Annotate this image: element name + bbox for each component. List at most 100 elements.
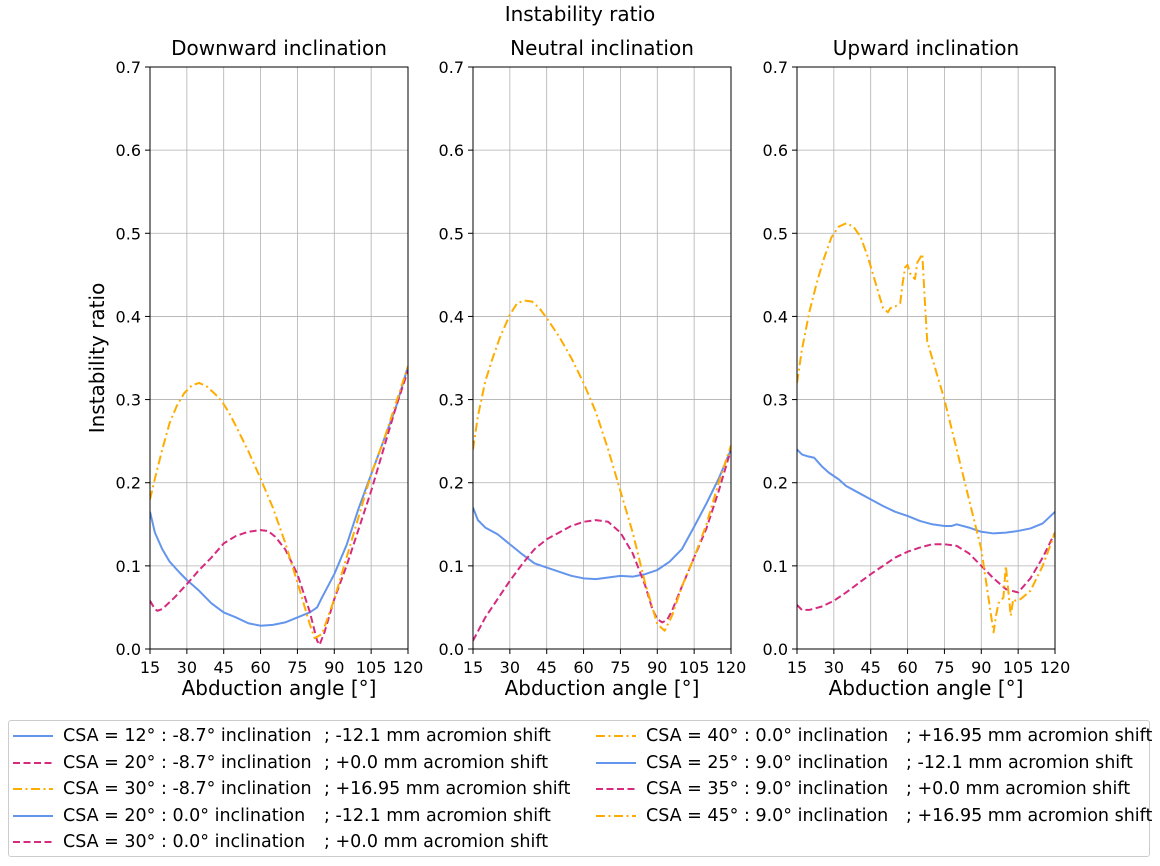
x-tick-label: 75 [287, 658, 307, 677]
axes-frame [796, 66, 1056, 650]
chart-panel-2: 15 30 45 60 75 90 105 120 0.0 0.1 0.2 0.3 0.4 0.5 0.6 0… [439, 36, 747, 700]
figure-suptitle: Instability ratio [505, 2, 656, 26]
legend: CSA = 12° : -8.7° inclination ; -12.1 mm … [8, 720, 1153, 857]
x-tick-label: 105 [679, 658, 710, 677]
y-tick-label: 0.6 [763, 141, 788, 160]
x-tick-label: 30 [824, 658, 844, 677]
y-tick-label: 0.5 [439, 224, 464, 243]
legend-entry: CSA = 30° : -8.7° inclination [13, 777, 312, 801]
legend-entry: CSA = 12° : -8.7° inclination [13, 724, 312, 748]
legend-label: CSA = 20° : 0.0° inclination [63, 805, 306, 826]
panel-title: Upward inclination [833, 36, 1019, 60]
x-tick-label: 90 [647, 658, 667, 677]
legend-shift-label: ; -12.1 mm acromion shift [324, 805, 551, 826]
panel-title: Neutral inclination [510, 36, 694, 60]
legend-entry: CSA = 25° : 9.0° inclination [596, 751, 888, 775]
y-tick-label: 0.0 [439, 640, 464, 659]
x-tick-label: 105 [356, 658, 387, 677]
y-tick-label: 0.2 [763, 474, 788, 493]
legend-shift-label: ; +16.95 mm acromion shift [906, 805, 1153, 826]
legend-label: CSA = 30° : -8.7° inclination [63, 779, 312, 799]
x-axis-label: Abduction angle [°] [182, 676, 377, 700]
x-tick-label: 15 [140, 658, 160, 677]
legend-swatch [596, 788, 636, 790]
legend-swatch [596, 814, 636, 817]
legend-swatch [13, 788, 53, 790]
series-line-blue-solid [473, 449, 731, 581]
x-axis-label: Abduction angle [°] [505, 676, 700, 700]
series-line-orange-dashdot [797, 222, 1055, 634]
x-tick-label: 120 [393, 658, 424, 677]
y-tick-label: 0.1 [116, 557, 141, 576]
axes-frame [472, 66, 732, 650]
series-line-blue-solid [150, 366, 408, 627]
x-tick-label: 30 [177, 658, 197, 677]
x-tick-label: 90 [971, 658, 991, 677]
legend-label: CSA = 30° : 0.0° inclination [63, 832, 306, 852]
legend-shift-label: ; +0.0 mm acromion shift [906, 779, 1131, 799]
x-axis-label: Abduction angle [°] [829, 676, 1024, 700]
legend-shift-label: ; +0.0 mm acromion shift [324, 832, 549, 852]
legend-label: CSA = 25° : 9.0° inclination [646, 752, 889, 773]
y-tick-label: 0.2 [439, 474, 464, 493]
x-tick-label: 60 [573, 658, 593, 677]
y-tick-label: 0.6 [439, 141, 464, 160]
legend-swatch [13, 735, 53, 737]
y-tick-label: 0.3 [439, 391, 464, 410]
legend-label: CSA = 20° : -8.7° inclination [63, 752, 312, 773]
series-line-orange-dashdot [473, 299, 731, 632]
x-tick-label: 45 [861, 658, 881, 677]
y-tick-label: 0.1 [763, 557, 788, 576]
legend-entry: CSA = 45° : 9.0° inclination [596, 804, 888, 828]
y-axis-label: Instability ratio [85, 283, 109, 434]
legend-entry: CSA = 40° : 0.0° inclination [596, 724, 888, 748]
legend-shift-label: ; +0.0 mm acromion shift [324, 752, 549, 773]
legend-entry: CSA = 35° : 9.0° inclination [596, 777, 888, 801]
axes-frame [149, 66, 409, 650]
legend-shift-label: ; -12.1 mm acromion shift [324, 726, 551, 746]
chart-panel-3: 15 30 45 60 75 90 105 120 0.0 0.1 0.2 0.3 0.4 0.5 0.6 0… [763, 36, 1071, 700]
x-tick-label: 120 [716, 658, 747, 677]
legend-shift-label: ; -12.1 mm acromion shift [906, 752, 1133, 773]
y-tick-label: 0.4 [439, 307, 464, 326]
y-tick-label: 0.7 [763, 58, 788, 77]
legend-label: CSA = 12° : -8.7° inclination [63, 726, 312, 746]
x-tick-label: 75 [610, 658, 630, 677]
series-line-magenta-dashed [797, 532, 1055, 611]
x-tick-label: 75 [934, 658, 954, 677]
y-tick-label: 0.0 [763, 640, 788, 659]
legend-shift-label: ; +16.95 mm acromion shift [324, 779, 571, 799]
legend-swatch [13, 761, 53, 764]
y-tick-label: 0.4 [763, 307, 788, 326]
y-tick-label: 0.3 [116, 391, 141, 410]
series-line-blue-solid [797, 448, 1055, 535]
chart-panel-1: 15 30 45 60 75 90 105 120 0.0 0.1 0.2 0.3 0.4 0.5 0.6 0… [85, 36, 423, 700]
y-tick-label: 0.4 [116, 307, 141, 326]
y-tick-label: 0.7 [439, 58, 464, 77]
x-tick-label: 15 [463, 658, 483, 677]
x-tick-label: 45 [537, 658, 557, 677]
x-tick-label: 15 [787, 658, 807, 677]
y-tick-label: 0.5 [763, 224, 788, 243]
legend-swatch [13, 814, 53, 817]
x-tick-label: 105 [1003, 658, 1034, 677]
legend-swatch [596, 735, 636, 737]
legend-shift-label: ; +16.95 mm acromion shift [906, 726, 1153, 746]
y-tick-label: 0.2 [116, 474, 141, 493]
x-tick-label: 90 [324, 658, 344, 677]
legend-label: CSA = 45° : 9.0° inclination [646, 805, 889, 826]
legend-swatch [13, 841, 53, 843]
y-tick-label: 0.6 [116, 141, 141, 160]
x-tick-label: 30 [500, 658, 520, 677]
panel-title: Downward inclination [171, 36, 387, 60]
legend-entry: CSA = 30° : 0.0° inclination [13, 830, 305, 854]
legend-entry: CSA = 20° : -8.7° inclination [13, 751, 312, 775]
legend-entry: CSA = 20° : 0.0° inclination [13, 804, 305, 828]
y-tick-label: 0.7 [116, 58, 141, 77]
y-tick-label: 0.1 [439, 557, 464, 576]
x-tick-label: 120 [1040, 658, 1071, 677]
y-tick-label: 0.5 [116, 224, 141, 243]
series-line-magenta-dashed [150, 370, 408, 646]
legend-label: CSA = 35° : 9.0° inclination [646, 779, 889, 799]
